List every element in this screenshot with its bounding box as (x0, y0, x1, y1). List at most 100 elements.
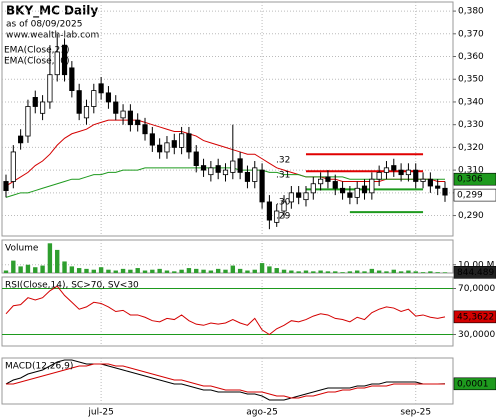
volume-bar (33, 267, 38, 273)
y-tick-label: 0,330 (458, 120, 484, 130)
candle-body (157, 144, 163, 153)
last-value-box (453, 310, 496, 324)
candle-body (281, 201, 287, 212)
candle-body (398, 169, 404, 176)
volume-bar (223, 269, 228, 273)
x-tick-label: jul-25 (87, 408, 113, 418)
candle-body (427, 178, 433, 187)
candle-body (39, 101, 46, 114)
volume-bar (157, 268, 162, 273)
candle-body (391, 165, 397, 171)
candle-body (186, 133, 192, 153)
panel-frame (1, 1, 454, 237)
indicator-line (5, 285, 446, 336)
candle-body (318, 178, 324, 185)
candle-body (69, 67, 75, 92)
panel-frame (1, 357, 454, 405)
candle-body (361, 185, 368, 194)
price-annotation: .29 (276, 212, 291, 222)
volume-bar (47, 243, 53, 273)
candle-body (259, 169, 265, 203)
volume-bar (55, 249, 60, 273)
volume-bar (18, 266, 23, 273)
volume-bar (311, 271, 316, 273)
y-tick-label: 70,0000 (458, 284, 495, 294)
candle-body (215, 165, 221, 173)
volume-bar (113, 270, 118, 273)
volume-bar (296, 271, 301, 273)
y-tick-label: 0,290 (458, 211, 484, 221)
candle-body (32, 97, 38, 107)
candle-body (113, 101, 119, 114)
volume-bar (420, 272, 426, 273)
volume-bar (435, 272, 440, 273)
last-value-label: 0,0001 (457, 379, 489, 389)
last-value-box (453, 172, 496, 186)
candle-body (208, 167, 214, 176)
volume-bar (98, 267, 104, 273)
candle-body (142, 124, 148, 135)
candle-body (3, 181, 9, 191)
panel-title: MACD(12,26,9) (5, 362, 73, 372)
candle-body (54, 51, 60, 76)
volume-bar (237, 268, 243, 273)
price-annotation: .31 (276, 171, 290, 181)
candle-body (120, 110, 126, 119)
volume-bar (128, 269, 133, 273)
candle-body (135, 119, 141, 126)
chart-title: BKY_MC Daily (6, 4, 98, 19)
y-tick-label: 0,310 (458, 166, 484, 176)
volume-bar (384, 271, 389, 273)
y-tick-label: 0,360 (458, 52, 484, 62)
candle-body (149, 133, 155, 146)
candle-body (61, 44, 68, 76)
last-value-box (453, 266, 496, 279)
candle-body (230, 160, 236, 173)
candle-body (442, 187, 448, 196)
candle-body (171, 140, 177, 148)
volume-bar (376, 270, 382, 273)
candle-body (303, 192, 309, 201)
candle-body (105, 92, 112, 103)
volume-bar (259, 263, 265, 273)
volume-bar (318, 270, 323, 273)
candle-body (339, 187, 346, 194)
candle-body (25, 106, 31, 137)
volume-bar (391, 269, 396, 273)
y-tick-label: 30,0000 (458, 330, 495, 340)
volume-bar (398, 271, 404, 273)
volume-bar (164, 270, 170, 273)
last-value-label: 0,306 (457, 175, 483, 185)
volume-bar (347, 271, 353, 273)
candle-body (376, 171, 382, 180)
legend-label: EMA(Close,70) (4, 57, 69, 67)
volume-bar (230, 265, 236, 273)
candle-body (405, 169, 412, 176)
y-tick-label: 0,370 (458, 29, 484, 39)
volume-bar (355, 270, 360, 273)
volume-bar (135, 268, 140, 273)
candle-body (244, 171, 251, 182)
volume-bar (303, 270, 309, 273)
volume-bar (84, 268, 89, 273)
candle-body (127, 110, 133, 126)
volume-bar (194, 268, 199, 273)
candle-body (435, 185, 441, 189)
volume-bar (11, 260, 16, 273)
volume-bar (69, 266, 75, 273)
candle-body (274, 210, 280, 223)
last-value-label: 844.489 (457, 268, 494, 278)
candle-body (179, 133, 185, 148)
price-annotation: .32 (276, 156, 290, 166)
last-value-label: 0,299 (457, 191, 483, 201)
volume-bar (289, 270, 294, 273)
volume-bar (245, 270, 250, 273)
volume-bar (40, 265, 45, 273)
y-tick-label: 0,340 (458, 97, 484, 107)
volume-bar (142, 270, 148, 273)
candle-body (420, 178, 426, 182)
candle-body (91, 90, 97, 107)
candle-body (98, 83, 104, 94)
